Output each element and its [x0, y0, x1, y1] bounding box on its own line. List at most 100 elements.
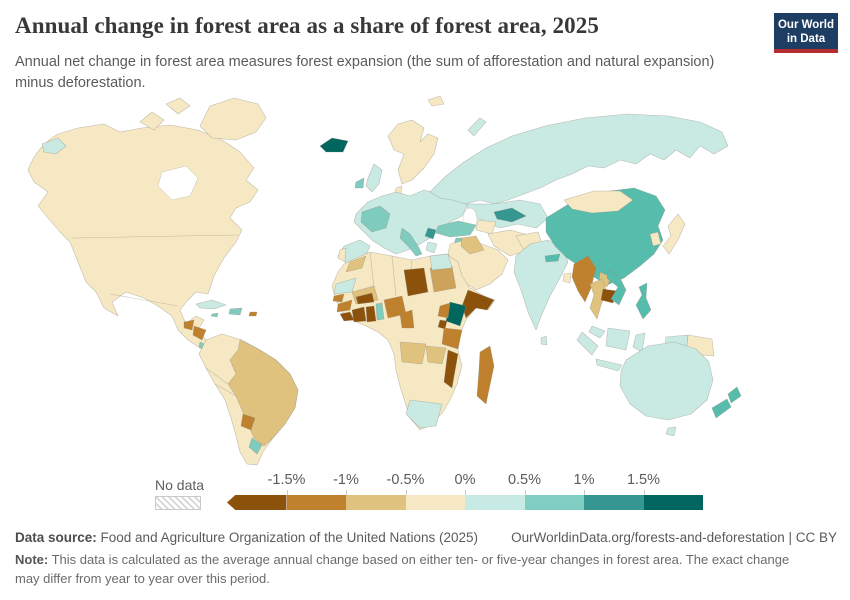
legend-band-2[interactable]: [286, 495, 346, 510]
region-togo-benin[interactable]: [375, 302, 385, 321]
region-mozambique-malawi[interactable]: [443, 349, 459, 389]
region-alaska-west-patch[interactable]: [41, 137, 67, 155]
legend-no-data[interactable]: No data: [155, 477, 204, 510]
region-cameroon[interactable]: [399, 309, 415, 329]
region-russia[interactable]: [429, 113, 729, 205]
region-indonesia-borneo[interactable]: [605, 327, 631, 351]
world-map: [0, 88, 850, 473]
owid-logo[interactable]: Our World in Data: [774, 13, 838, 51]
region-zambia[interactable]: [425, 345, 447, 365]
region-turkey[interactable]: [435, 220, 477, 238]
region-ireland[interactable]: [354, 177, 365, 189]
owid-logo-line1: Our World: [777, 19, 834, 31]
legend-band-6[interactable]: [524, 495, 584, 510]
region-iraq[interactable]: [460, 235, 485, 255]
region-somalia[interactable]: [461, 289, 495, 319]
legend-band-1[interactable]: [227, 495, 287, 510]
region-vietnam[interactable]: [606, 269, 627, 306]
region-korea[interactable]: [649, 231, 662, 247]
legend-label: -1%: [333, 472, 359, 488]
sa-internal-border: [205, 367, 237, 397]
region-indonesia-sumatra[interactable]: [576, 331, 599, 356]
region-canadian-arctic-1[interactable]: [139, 111, 165, 131]
region-uruguay[interactable]: [248, 437, 263, 455]
region-paraguay[interactable]: [240, 413, 256, 431]
region-novaya-zemlya[interactable]: [467, 117, 487, 137]
region-turkmenistan[interactable]: [475, 219, 497, 235]
region-guatemala[interactable]: [183, 319, 195, 331]
region-new-zealand-north[interactable]: [727, 386, 742, 404]
legend-tick: [584, 490, 585, 495]
region-north-america[interactable]: [27, 123, 259, 355]
region-cote-divoire[interactable]: [351, 306, 367, 323]
region-tasmania[interactable]: [665, 426, 677, 437]
region-hispaniola[interactable]: [228, 307, 243, 316]
owid-logo-line2: in Data: [786, 33, 826, 46]
legend-tick: [465, 490, 466, 495]
no-data-swatch[interactable]: [155, 496, 201, 510]
region-egypt[interactable]: [429, 253, 453, 271]
region-chad[interactable]: [403, 267, 429, 297]
legend-band-3[interactable]: [346, 495, 406, 510]
region-france[interactable]: [360, 205, 391, 233]
region-south-africa[interactable]: [405, 399, 443, 429]
region-honduras-nicaragua[interactable]: [192, 325, 207, 341]
region-bangladesh[interactable]: [562, 272, 572, 284]
region-jamaica[interactable]: [210, 312, 219, 318]
region-nepal[interactable]: [544, 253, 561, 263]
region-new-zealand-south[interactable]: [711, 398, 732, 419]
region-philippines[interactable]: [635, 282, 652, 320]
footnote-text: This data is calculated as the average a…: [15, 552, 790, 586]
chart-url[interactable]: OurWorldinData.org/forests-and-deforesta…: [511, 530, 837, 545]
region-angola[interactable]: [399, 341, 427, 365]
region-serbia[interactable]: [424, 227, 437, 240]
region-italy[interactable]: [399, 227, 423, 257]
data-source-label: Data source:: [15, 530, 97, 545]
legend-label: -0.5%: [386, 472, 425, 488]
legend-tick: [405, 490, 407, 495]
region-uganda[interactable]: [437, 302, 451, 319]
region-greenland[interactable]: [199, 97, 267, 141]
region-china[interactable]: [545, 187, 666, 286]
region-india[interactable]: [513, 239, 569, 331]
region-tanzania[interactable]: [441, 327, 463, 350]
region-sri-lanka[interactable]: [540, 335, 548, 346]
chart-subtitle: Annual net change in forest area measure…: [15, 54, 715, 91]
region-senegal[interactable]: [332, 293, 345, 303]
region-burkina-faso[interactable]: [355, 292, 375, 305]
region-brazil[interactable]: [227, 339, 299, 447]
owid-logo-red-bar: [774, 49, 838, 53]
legend-label: -1.5%: [267, 472, 306, 488]
region-europe-mainland[interactable]: [353, 189, 469, 255]
region-morocco[interactable]: [345, 255, 367, 273]
region-madagascar[interactable]: [476, 345, 495, 405]
region-svalbard[interactable]: [427, 95, 445, 107]
region-puerto-rico[interactable]: [248, 311, 258, 317]
region-ghana[interactable]: [365, 305, 377, 323]
legend-band-4[interactable]: [405, 495, 465, 510]
region-united-kingdom[interactable]: [365, 163, 383, 193]
region-indonesia-java[interactable]: [595, 358, 623, 372]
legend-band-5[interactable]: [465, 495, 525, 510]
region-iceland[interactable]: [319, 137, 349, 153]
region-japan[interactable]: [662, 213, 686, 255]
legend-colorbar: -1.5% -1% -0.5% 0% 0.5% 1% 1.5%: [227, 472, 703, 510]
region-cuba[interactable]: [195, 299, 227, 310]
legend-label: 1%: [573, 472, 595, 488]
region-portugal[interactable]: [337, 247, 347, 263]
region-guinea[interactable]: [336, 299, 353, 313]
legend-band-8[interactable]: [643, 495, 703, 510]
region-australia[interactable]: [619, 341, 714, 421]
region-mongolia[interactable]: [563, 190, 634, 214]
region-myanmar[interactable]: [571, 255, 597, 303]
region-uzbekistan[interactable]: [493, 207, 527, 223]
region-greece[interactable]: [425, 241, 438, 254]
legend-label: 0.5%: [507, 472, 542, 488]
footnote: Note: This data is calculated as the ave…: [15, 551, 797, 589]
region-canadian-arctic-2[interactable]: [165, 97, 191, 115]
hudson-bay: [157, 165, 199, 201]
region-scandinavia[interactable]: [387, 119, 439, 185]
legend-band-7[interactable]: [584, 495, 644, 510]
region-malaysia[interactable]: [588, 325, 606, 339]
